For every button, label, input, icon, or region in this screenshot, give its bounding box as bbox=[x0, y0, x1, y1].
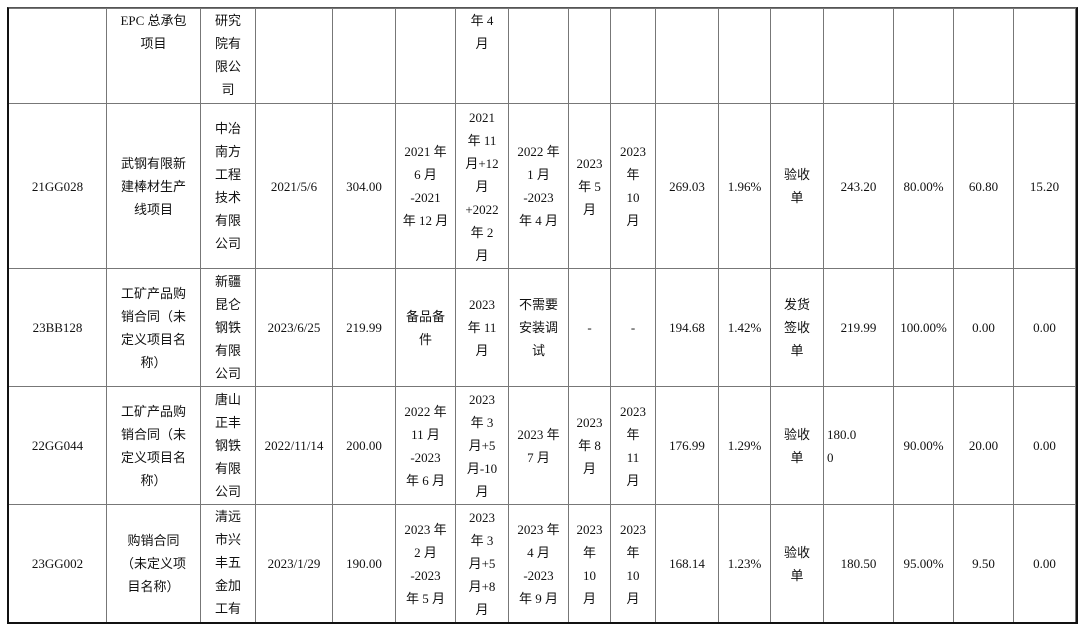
cell-collection-ratio: 100.00% bbox=[893, 268, 954, 387]
table-row: EPC 总承包 项目 研究 院有 限公 司 年 4 月 bbox=[8, 8, 1076, 104]
cell-contract-amount: 200.00 bbox=[332, 386, 396, 505]
cell-col-17: 0.00 bbox=[1013, 268, 1076, 387]
cell-contract-amount: 219.99 bbox=[332, 268, 396, 387]
cell-project-name: EPC 总承包 项目 bbox=[106, 8, 201, 104]
table-row: 23BB128 工矿产品购 销合同（未 定义项目名 称） 新疆 昆仑 钢铁 有限 公… bbox=[8, 268, 1076, 387]
cell-project-name: 工矿产品购 销合同（未 定义项目名 称） bbox=[106, 268, 201, 387]
cell-revenue-ratio: 1.29% bbox=[718, 386, 771, 505]
cell-revenue: 176.99 bbox=[655, 386, 719, 505]
cell-collection-ratio bbox=[893, 8, 954, 104]
cell-customer: 新疆 昆仑 钢铁 有限 公司 bbox=[200, 268, 256, 387]
cell-customer: 中冶 南方 工程 技术 有限 公司 bbox=[200, 103, 256, 269]
cell-contract-no: 23BB128 bbox=[8, 268, 107, 387]
cell-date-b bbox=[610, 8, 656, 104]
cell-acceptance-doc: 验收 单 bbox=[770, 103, 824, 269]
cell-customer: 研究 院有 限公 司 bbox=[200, 8, 256, 104]
cell-period-a: 2021 年 6 月 -2021 年 12 月 bbox=[395, 103, 456, 269]
cell-period-a: 2022 年 11 月 -2023 年 6 月 bbox=[395, 386, 456, 505]
cell-col-17 bbox=[1013, 8, 1076, 104]
cell-revenue: 168.14 bbox=[655, 504, 719, 623]
table-row: 22GG044 工矿产品购 销合同（未 定义项目名 称） 唐山 正丰 钢铁 有限 公… bbox=[8, 386, 1076, 505]
cell-period-b: 2021 年 11 月+12 月 +2022 年 2 月 bbox=[455, 103, 509, 269]
cell-period-b: 2023 年 11 月 bbox=[455, 268, 509, 387]
cell-customer: 清远 市兴 丰五 金加 工有 bbox=[200, 504, 256, 623]
cell-col-17: 0.00 bbox=[1013, 504, 1076, 623]
cell-contract-amount: 190.00 bbox=[332, 504, 396, 623]
cell-collected-amount: 243.20 bbox=[823, 103, 894, 269]
cell-collection-ratio: 95.00% bbox=[893, 504, 954, 623]
cell-collected-amount bbox=[823, 8, 894, 104]
cell-contract-no: 22GG044 bbox=[8, 386, 107, 505]
cell-period-c: 2022 年 1 月 -2023 年 4 月 bbox=[508, 103, 569, 269]
cell-period-c bbox=[508, 8, 569, 104]
cell-revenue: 269.03 bbox=[655, 103, 719, 269]
cell-revenue: 194.68 bbox=[655, 268, 719, 387]
cell-col-16: 0.00 bbox=[953, 268, 1014, 387]
cell-date-a bbox=[568, 8, 611, 104]
cell-project-name: 购销合同 （未定义项 目名称） bbox=[106, 504, 201, 623]
cell-sign-date bbox=[255, 8, 333, 104]
cell-date-a: - bbox=[568, 268, 611, 387]
cell-contract-no: 21GG028 bbox=[8, 103, 107, 269]
cell-revenue-ratio: 1.42% bbox=[718, 268, 771, 387]
cell-period-b: 2023 年 3 月+5 月+8 月 bbox=[455, 504, 509, 623]
cell-period-a: 备品备 件 bbox=[395, 268, 456, 387]
cell-contract-amount: 304.00 bbox=[332, 103, 396, 269]
cell-acceptance-doc: 发货 签收 单 bbox=[770, 268, 824, 387]
cell-sign-date: 2023/1/29 bbox=[255, 504, 333, 623]
cell-col-16 bbox=[953, 8, 1014, 104]
cell-sign-date: 2021/5/6 bbox=[255, 103, 333, 269]
cell-date-b: 2023 年 11 月 bbox=[610, 386, 656, 505]
cell-collected-amount: 219.99 bbox=[823, 268, 894, 387]
cell-date-b: 2023 年 10 月 bbox=[610, 103, 656, 269]
cell-revenue-ratio: 1.96% bbox=[718, 103, 771, 269]
cell-period-a: 2023 年 2 月 -2023 年 5 月 bbox=[395, 504, 456, 623]
table-row: 21GG028 武钢有限新 建棒材生产 线项目 中冶 南方 工程 技术 有限 公司 2… bbox=[8, 103, 1076, 269]
cell-date-b: - bbox=[610, 268, 656, 387]
cell-date-a: 2023 年 8 月 bbox=[568, 386, 611, 505]
cell-col-17: 15.20 bbox=[1013, 103, 1076, 269]
cell-acceptance-doc bbox=[770, 8, 824, 104]
cell-period-b: 2023 年 3 月+5 月-10 月 bbox=[455, 386, 509, 505]
cell-period-c: 2023 年 4 月 -2023 年 9 月 bbox=[508, 504, 569, 623]
cell-col-16: 20.00 bbox=[953, 386, 1014, 505]
cell-sign-date: 2023/6/25 bbox=[255, 268, 333, 387]
cell-date-a: 2023 年 10 月 bbox=[568, 504, 611, 623]
cell-period-c: 不需要 安装调 试 bbox=[508, 268, 569, 387]
cell-date-a: 2023 年 5 月 bbox=[568, 103, 611, 269]
cell-contract-no bbox=[8, 8, 107, 104]
cell-acceptance-doc: 验收 单 bbox=[770, 504, 824, 623]
cell-collection-ratio: 90.00% bbox=[893, 386, 954, 505]
cell-revenue bbox=[655, 8, 719, 104]
cell-project-name: 工矿产品购 销合同（未 定义项目名 称） bbox=[106, 386, 201, 505]
cell-acceptance-doc: 验收 单 bbox=[770, 386, 824, 505]
table-row: 23GG002 购销合同 （未定义项 目名称） 清远 市兴 丰五 金加 工有 2023… bbox=[8, 504, 1076, 623]
cell-revenue-ratio: 1.23% bbox=[718, 504, 771, 623]
cell-collected-amount: 180.50 bbox=[823, 504, 894, 623]
cell-date-b: 2023 年 10 月 bbox=[610, 504, 656, 623]
cell-sign-date: 2022/11/14 bbox=[255, 386, 333, 505]
contract-table: EPC 总承包 项目 研究 院有 限公 司年 4 月 21GG028 武钢有限新 建棒… bbox=[8, 8, 1076, 623]
cell-period-b: 年 4 月 bbox=[455, 8, 509, 104]
cell-collection-ratio: 80.00% bbox=[893, 103, 954, 269]
cell-col-17: 0.00 bbox=[1013, 386, 1076, 505]
cell-customer: 唐山 正丰 钢铁 有限 公司 bbox=[200, 386, 256, 505]
cell-col-16: 60.80 bbox=[953, 103, 1014, 269]
cell-contract-no: 23GG002 bbox=[8, 504, 107, 623]
cell-contract-amount bbox=[332, 8, 396, 104]
cell-col-16: 9.50 bbox=[953, 504, 1014, 623]
cell-project-name: 武钢有限新 建棒材生产 线项目 bbox=[106, 103, 201, 269]
cell-collected-amount: 180.0 0 bbox=[823, 386, 894, 505]
cell-period-a bbox=[395, 8, 456, 104]
cell-revenue-ratio bbox=[718, 8, 771, 104]
cell-period-c: 2023 年 7 月 bbox=[508, 386, 569, 505]
